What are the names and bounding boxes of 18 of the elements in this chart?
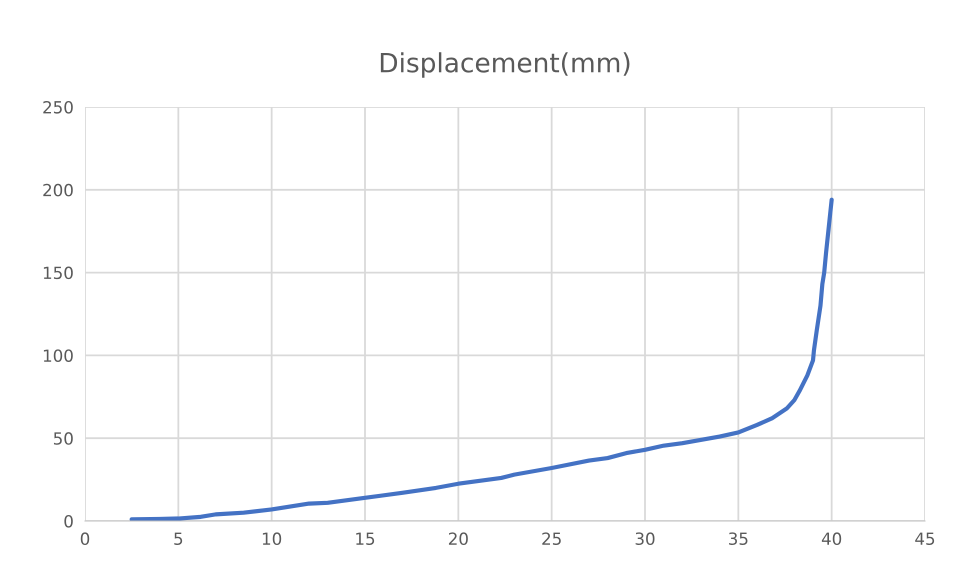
x-tick-label: 5 — [174, 532, 182, 546]
y-tick-label: 50 — [54, 432, 73, 445]
x-tick-label: 10 — [262, 532, 282, 546]
y-tick-label: 150 — [44, 266, 73, 280]
y-tick-label: 100 — [44, 349, 73, 362]
y-tick-label: 0 — [64, 514, 73, 528]
chart-title: Displacement(mm) — [380, 52, 630, 78]
line-series — [130, 198, 834, 521]
x-tick-label: 35 — [729, 532, 748, 546]
x-tick-label: 30 — [636, 532, 654, 546]
x-tick-label: 40 — [822, 532, 842, 546]
x-tick-label: 15 — [356, 532, 374, 546]
x-tick-label: 20 — [448, 532, 468, 546]
y-tick-label: 200 — [43, 184, 73, 196]
x-tick-label: 25 — [542, 532, 561, 546]
x-tick-label: 45 — [915, 532, 934, 546]
x-tick-label: 0 — [80, 532, 90, 546]
y-tick-label: 250 — [43, 100, 73, 114]
